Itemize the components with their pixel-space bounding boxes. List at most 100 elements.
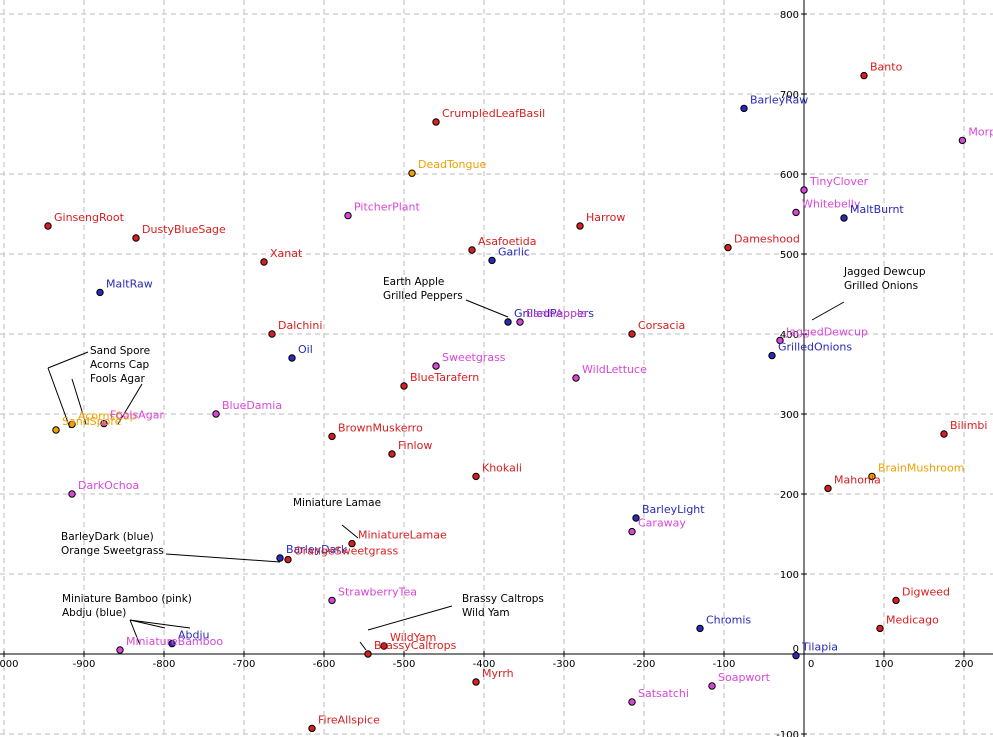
y-tick-label: 800: [780, 10, 799, 21]
annotation-text: Fools Agar: [90, 373, 146, 385]
annotation-text: Wild Yam: [462, 607, 510, 619]
point-label-WildLettuce: WildLettuce: [582, 363, 647, 376]
point-FireAllspice: [308, 724, 316, 733]
y-tick-label: 200: [780, 490, 799, 501]
point-label-Sweetgrass: Sweetgrass: [442, 351, 506, 364]
point-label-Abdju: Abdju: [178, 629, 210, 642]
point-JaggedDewcup: [776, 336, 784, 345]
point-label-FireAllspice: FireAllspice: [318, 713, 380, 726]
point-label-BrainMushroom: BrainMushroom: [878, 461, 964, 474]
point-BrassyCaltrops: [364, 650, 372, 658]
point-label-DustyBlueSage: DustyBlueSage: [142, 223, 226, 236]
annotation-text: Miniature Lamae: [293, 497, 381, 509]
point-TinyClover: [800, 186, 808, 194]
point-label-DeadTongue: DeadTongue: [418, 158, 486, 171]
point-FoolsAgar: [100, 419, 108, 428]
point-label-Finlow: Finlow: [398, 439, 432, 452]
point-EarthApple: [516, 318, 524, 326]
point-MiniatureLamae: [348, 539, 356, 548]
point-Morp: [958, 136, 967, 145]
point-label-TinyClover: TinyClover: [809, 175, 869, 188]
point-label-Digweed: Digweed: [902, 585, 950, 598]
point-Corsacia: [628, 330, 636, 338]
annotation-text: Abdju (blue): [62, 607, 126, 619]
point-CrumpledLeafBasil: [432, 118, 440, 126]
point-GrilledOnions: [768, 351, 776, 360]
point-label-Soapwort: Soapwort: [718, 671, 771, 684]
annotation-leader: [47, 351, 89, 369]
point-label-BarleyDark: BarleyDark: [286, 543, 348, 556]
x-tick-label: -300: [553, 659, 576, 670]
point-BarleyRaw: [740, 104, 748, 113]
y-tick-label: 600: [780, 170, 799, 181]
point-Mahonia: [824, 484, 832, 493]
point-Asafoetida: [468, 246, 476, 254]
point-label-SandSpore: SandSpore: [62, 415, 122, 428]
point-label-GrilledOnions: GrilledOnions: [778, 341, 852, 354]
point-BlueTarafern: [400, 382, 408, 390]
point-Banto: [860, 71, 868, 80]
x-tick-label: -900: [73, 659, 96, 670]
point-label-Medicago: Medicago: [886, 613, 939, 626]
point-label-AcornsCap: AcornsCap: [78, 409, 137, 422]
point-label-StrawberryTea: StrawberryTea: [338, 585, 417, 598]
point-GinsengRoot: [44, 222, 52, 230]
point-label-MaltRaw: MaltRaw: [106, 277, 153, 290]
annotation-text: Orange Sweetgrass: [61, 545, 164, 557]
annotation-text: Brassy Caltrops: [462, 593, 544, 605]
point-label-Chromis: Chromis: [706, 613, 751, 626]
point-label-GrilledPeppers: GrilledPeppers: [514, 307, 594, 320]
point-label-Dalchini: Dalchini: [278, 319, 322, 332]
annotation-leader: [129, 619, 166, 629]
point-Tilapia: [792, 651, 800, 660]
point-MiniatureBamboo: [116, 646, 124, 654]
point-BrownMuskerro: [328, 432, 336, 441]
point-Digweed: [892, 596, 900, 605]
annotation-text: Acorns Cap: [90, 359, 150, 371]
annotation-leader: [367, 605, 453, 631]
x-tick-label: -700: [233, 659, 256, 670]
point-label-Tilapia: Tilapia: [801, 641, 838, 654]
point-label-BarleyRaw: BarleyRaw: [750, 93, 808, 106]
point-label-MiniatureLamae: MiniatureLamae: [358, 529, 447, 542]
point-label-OrangeSweetgrass: OrangeSweetgrass: [294, 545, 398, 558]
point-AcornsCap: [68, 420, 76, 429]
point-MaltRaw: [96, 288, 104, 297]
annotations: Earth Apple Grilled Peppers Jagged Dewcup G…: [61, 266, 926, 619]
annotation-leader: [129, 619, 141, 646]
x-tick-label: -200: [633, 659, 656, 670]
annotation-leader: [71, 378, 87, 425]
point-Soapwort: [708, 682, 716, 690]
annotation-leader: [129, 619, 191, 629]
annotation-leader: [117, 383, 143, 425]
annotation-text: BarleyDark (blue): [61, 531, 154, 543]
point-label-Caraway: Caraway: [638, 517, 686, 530]
y-tick-label: 100: [780, 570, 799, 581]
annotation-text: Sand Spore: [90, 345, 150, 357]
point-Finlow: [388, 450, 396, 458]
point-label-Banto: Banto: [870, 61, 903, 74]
point-label-Khokali: Khokali: [482, 461, 522, 474]
point-labels: Banto BarleyRaw Morp CrumpledLeafBasil DeadT…: [54, 61, 993, 727]
point-Medicago: [876, 624, 884, 633]
annotation-leader: [47, 367, 71, 429]
y-tick-label: 700: [780, 90, 799, 101]
y-tick-label: 300: [780, 410, 799, 421]
point-label-Harrow: Harrow: [586, 211, 625, 224]
point-label-Dameshood: Dameshood: [734, 233, 800, 246]
point-label-Garlic: Garlic: [498, 245, 530, 258]
point-label-EarthApple: EarthApple: [526, 307, 587, 320]
annotation-leader: [341, 524, 359, 539]
annotation-text: Grilled Peppers: [383, 290, 463, 302]
point-label-Mahonia: Mahonia: [834, 473, 881, 486]
point-label-CrumpledLeafBasil: CrumpledLeafBasil: [442, 107, 545, 120]
point-label-JaggedDewcup: JaggedDewcup: [785, 325, 868, 338]
point-label-PitcherPlant: PitcherPlant: [354, 201, 420, 214]
annotation-leader: [465, 299, 509, 318]
point-label-MiniatureBamboo: MiniatureBamboo: [126, 635, 223, 648]
point-Garlic: [488, 256, 496, 265]
